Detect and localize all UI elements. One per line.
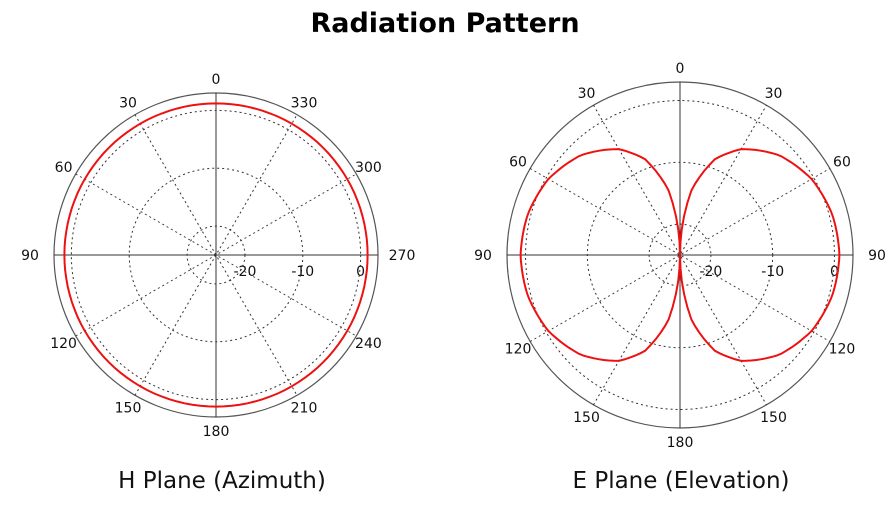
radial-tick-label: -10 [761,264,784,280]
angle-label: 300 [355,160,382,176]
angle-label: 0 [676,61,685,77]
angle-label: 180 [667,435,694,451]
radial-tick-label: -10 [291,264,314,280]
angle-label: 90 [474,248,492,264]
angle-label: 60 [55,160,73,176]
angle-label: 180 [203,424,230,440]
angle-label: 210 [291,400,318,416]
angle-label: 30 [578,86,596,102]
h-plane-caption: H Plane (Azimuth) [118,468,326,494]
angle-label: 120 [50,336,77,352]
pattern-trace [63,102,369,408]
radial-tick-label: -20 [699,264,722,280]
e-plane-caption: E Plane (Elevation) [572,468,790,494]
angle-label: 60 [833,155,851,171]
angle-label: 150 [115,400,142,416]
angle-label: 30 [119,96,137,112]
angle-label: 240 [355,336,382,352]
angle-label: 270 [389,248,416,264]
angle-label: 60 [509,155,527,171]
polar-chart-e: -20 -10 0 0 30 60 90 120 150 180 30 60 90 120 150 [474,61,886,451]
angle-label: 120 [829,342,856,358]
grid-spoke [134,114,298,396]
angle-label: 150 [760,410,787,426]
angle-label: 150 [573,410,600,426]
radial-tick-label: 0 [356,264,365,280]
radial-tick-label: -20 [233,264,256,280]
angle-label: 330 [291,96,318,112]
angle-label: 90 [868,248,886,264]
pattern-trace [519,148,841,362]
page-title: Radiation Pattern [310,8,580,39]
angle-label: 30 [765,86,783,102]
polar-chart-h: -20 -10 0 0 330 300 270 240 210 180 150 120 90 60 30 [21,72,415,440]
radial-tick-label: 0 [830,264,839,280]
angle-label: 90 [21,248,39,264]
angle-label: 0 [212,72,221,88]
angle-label: 120 [505,342,532,358]
